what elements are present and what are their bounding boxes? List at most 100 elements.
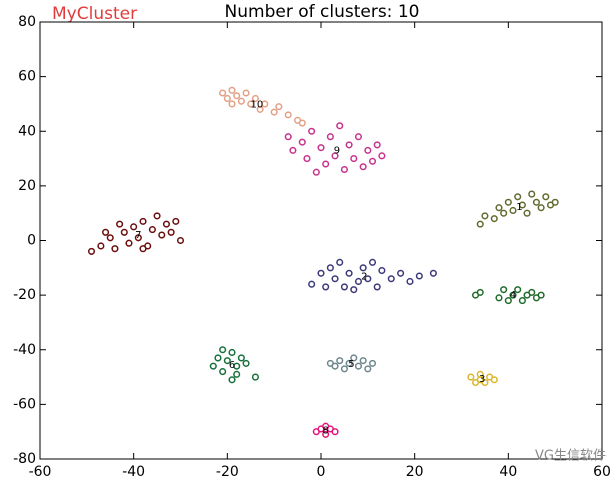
point	[111, 245, 119, 253]
x-tick-label: 0	[317, 464, 326, 480]
point	[373, 141, 381, 149]
point	[270, 108, 278, 116]
cluster-label: 7	[135, 230, 141, 241]
point	[251, 94, 259, 103]
cluster-label: 6	[229, 360, 235, 371]
point	[490, 376, 498, 384]
point	[354, 133, 363, 141]
point	[331, 428, 339, 436]
point	[233, 370, 241, 378]
point	[130, 223, 138, 231]
point	[350, 155, 358, 163]
point	[509, 291, 517, 299]
x-tick-label: -60	[29, 464, 52, 480]
point	[415, 272, 423, 280]
point	[125, 239, 133, 247]
point	[317, 269, 325, 277]
point	[242, 359, 250, 367]
y-tick-label: 80	[18, 14, 36, 30]
point	[509, 206, 517, 215]
point	[528, 190, 536, 198]
y-tick-label: -60	[13, 396, 36, 412]
x-tick-label: -20	[216, 464, 239, 480]
point	[518, 297, 526, 305]
point	[233, 362, 241, 370]
point	[289, 146, 297, 154]
point	[233, 92, 241, 100]
y-tick-label: -40	[13, 342, 36, 358]
point	[528, 288, 536, 296]
chart-title: Number of clusters: 10	[225, 2, 420, 22]
point	[359, 163, 367, 171]
point	[120, 228, 128, 236]
point	[237, 354, 245, 362]
cluster-label: 8	[322, 425, 328, 436]
point	[219, 89, 227, 97]
point	[476, 288, 484, 296]
point	[518, 201, 526, 209]
point	[537, 291, 545, 299]
point	[354, 362, 363, 370]
y-tick-label: 20	[18, 178, 36, 194]
point	[247, 100, 255, 108]
point	[223, 357, 231, 365]
point	[481, 212, 489, 220]
cluster-label: 3	[479, 374, 485, 385]
brand: MyCluster	[52, 4, 137, 24]
point	[354, 277, 363, 286]
point	[214, 354, 222, 362]
point	[364, 365, 372, 373]
point	[261, 100, 269, 108]
point	[153, 212, 161, 220]
point	[162, 220, 170, 228]
point	[532, 198, 540, 206]
point	[490, 215, 498, 223]
point	[476, 376, 484, 384]
point	[331, 152, 339, 160]
point	[298, 138, 306, 146]
x-tick-label: 20	[406, 464, 424, 480]
point	[322, 160, 330, 168]
point	[237, 97, 245, 105]
point	[251, 373, 259, 381]
point	[500, 209, 508, 217]
point	[172, 217, 180, 225]
point	[495, 294, 503, 302]
point	[326, 264, 334, 272]
point	[256, 105, 264, 113]
point	[139, 245, 147, 253]
point	[368, 258, 377, 266]
point	[373, 283, 381, 291]
point	[378, 152, 386, 160]
x-tick-label: 60	[593, 464, 611, 480]
point	[228, 348, 236, 357]
point	[219, 368, 227, 376]
point	[364, 275, 372, 283]
point	[336, 258, 344, 266]
point	[429, 269, 437, 277]
point	[542, 193, 550, 201]
point	[495, 204, 503, 212]
point	[378, 266, 386, 275]
point	[134, 234, 142, 242]
point	[368, 157, 377, 165]
point	[500, 286, 508, 294]
y-tick-label: 60	[18, 69, 36, 85]
point	[158, 231, 166, 239]
point	[308, 127, 316, 135]
point	[331, 362, 339, 370]
x-tick-label: 40	[499, 464, 517, 480]
point	[312, 168, 320, 176]
y-tick-label: 40	[18, 123, 36, 139]
y-tick-label: -80	[13, 451, 36, 467]
point	[340, 165, 348, 174]
point	[359, 264, 367, 272]
cluster-label: 1	[516, 202, 522, 213]
point	[139, 217, 147, 225]
cluster-label: 9	[334, 146, 340, 157]
point	[514, 286, 522, 294]
point	[106, 234, 114, 242]
point	[364, 146, 372, 154]
point	[467, 373, 475, 381]
